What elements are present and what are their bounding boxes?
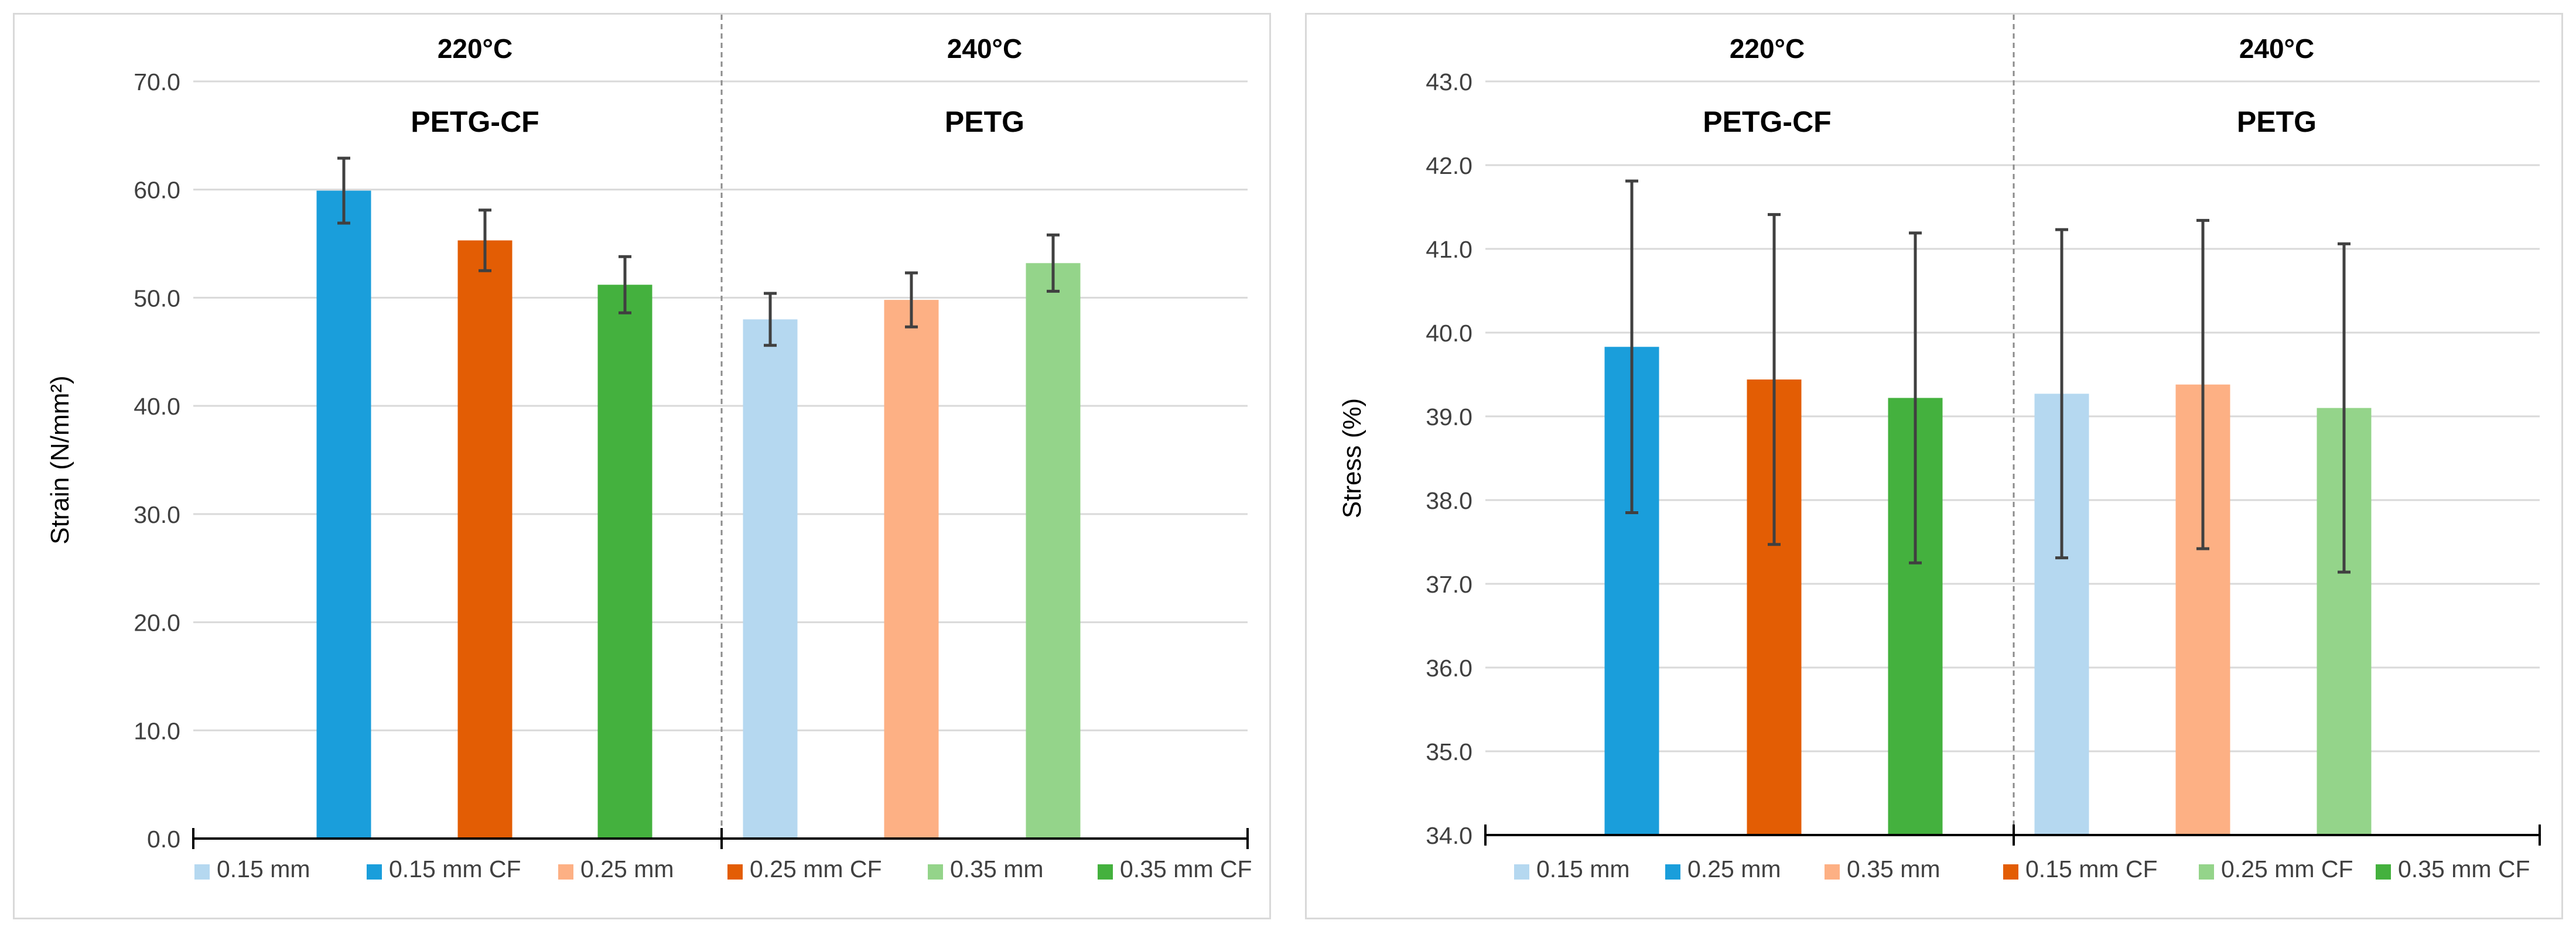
legend-swatch <box>2376 864 2391 880</box>
y-tick-label: 60.0 <box>134 177 180 204</box>
bar <box>457 240 513 839</box>
legend-swatch <box>928 864 943 880</box>
bar <box>1026 263 1081 839</box>
legend-item: 0.25 mm <box>1665 856 1781 882</box>
group-material-label: PETG <box>2237 105 2317 138</box>
legend-label: 0.25 mm CF <box>750 856 882 882</box>
error-bar <box>337 156 350 225</box>
legend-label: 0.15 mm <box>1536 856 1630 882</box>
y-tick-label: 40.0 <box>1426 320 1473 347</box>
error-bar <box>2338 242 2350 574</box>
legend-label: 0.25 mm <box>1687 856 1781 882</box>
legend-swatch <box>2199 864 2214 880</box>
legend-swatch <box>1665 864 1680 880</box>
bar <box>884 300 939 839</box>
y-tick-label: 43.0 <box>1426 69 1473 95</box>
group-material-label: PETG <box>945 105 1024 138</box>
bar <box>743 319 798 839</box>
y-tick-label: 38.0 <box>1426 487 1473 514</box>
bar <box>597 285 652 839</box>
error-bar <box>764 292 777 347</box>
y-axis-label: Stress (%) <box>1338 398 1366 518</box>
y-tick-label: 34.0 <box>1426 822 1473 849</box>
legend-item: 0.15 mm CF <box>367 856 521 882</box>
strain-chart: 0.0 10.0 20.0 30.0 40.0 50.0 60.0 70.0 Strain (N… <box>46 15 1252 882</box>
legend-label: 0.35 mm CF <box>1120 856 1252 882</box>
legend-item: 0.15 mm CF <box>2003 856 2158 882</box>
y-tick-label: 39.0 <box>1426 403 1473 430</box>
stress-chart-panel: 34.0 35.0 36.0 37.0 38.0 39.0 40.0 41.0 42.0 43.0… <box>1305 13 2563 919</box>
legend-label: 0.35 mm CF <box>2398 856 2530 882</box>
legend-item: 0.35 mm <box>928 856 1044 882</box>
error-bar <box>1909 231 1922 564</box>
error-bar <box>2055 228 2068 560</box>
error-bar <box>1047 233 1060 293</box>
group-temperature-label: 220°C <box>1730 33 1805 64</box>
legend-label: 0.35 mm <box>950 856 1044 882</box>
legend-swatch <box>1514 864 1529 880</box>
legend-label: 0.15 mm CF <box>389 856 521 882</box>
legend-label: 0.25 mm <box>580 856 674 882</box>
y-tick-label: 0.0 <box>147 826 180 853</box>
legend-label: 0.25 mm CF <box>2221 856 2353 882</box>
stress-chart: 34.0 35.0 36.0 37.0 38.0 39.0 40.0 41.0 42.0 43.0… <box>1338 15 2541 882</box>
legend-item: 0.15 mm <box>1514 856 1630 882</box>
group-temperature-label: 240°C <box>947 33 1022 64</box>
error-bar <box>2196 218 2209 550</box>
legend-label: 0.15 mm <box>217 856 310 882</box>
legend-item: 0.35 mm CF <box>1098 856 1252 882</box>
legend-swatch <box>558 864 573 880</box>
legend-item: 0.35 mm CF <box>2376 856 2530 882</box>
y-tick-label: 30.0 <box>134 501 180 528</box>
group-temperature-label: 220°C <box>438 33 513 64</box>
y-tick-label: 20.0 <box>134 610 180 637</box>
error-bar <box>905 271 918 329</box>
group-material-label: PETG-CF <box>1703 105 1831 138</box>
strain-chart-panel: 0.0 10.0 20.0 30.0 40.0 50.0 60.0 70.0 Strain (N… <box>13 13 1271 919</box>
y-tick-label: 70.0 <box>134 69 180 95</box>
legend-swatch <box>1825 864 1840 880</box>
error-bar <box>1625 179 1638 514</box>
legend-item: 0.25 mm <box>558 856 674 882</box>
y-tick-label: 37.0 <box>1426 571 1473 598</box>
error-bar <box>479 208 491 272</box>
legend-swatch <box>367 864 382 880</box>
legend-swatch <box>727 864 743 880</box>
bar <box>316 190 371 839</box>
y-tick-label: 36.0 <box>1426 655 1473 682</box>
legend-swatch <box>194 864 210 880</box>
error-bar <box>1768 213 1781 546</box>
group-temperature-label: 240°C <box>2239 33 2314 64</box>
y-tick-label: 41.0 <box>1426 236 1473 263</box>
legend-swatch <box>1098 864 1113 880</box>
y-tick-label: 42.0 <box>1426 152 1473 179</box>
group-material-label: PETG-CF <box>411 105 539 138</box>
legend-swatch <box>2003 864 2018 880</box>
legend-item: 0.35 mm <box>1825 856 1940 882</box>
y-tick-label: 10.0 <box>134 717 180 744</box>
legend-label: 0.15 mm CF <box>2025 856 2158 882</box>
y-tick-label: 40.0 <box>134 393 180 420</box>
error-bar <box>619 255 631 314</box>
y-tick-label: 50.0 <box>134 285 180 312</box>
legend-item: 0.25 mm CF <box>727 856 882 882</box>
y-axis-label: Strain (N/mm²) <box>46 375 74 544</box>
legend-label: 0.35 mm <box>1847 856 1940 882</box>
legend-item: 0.15 mm <box>194 856 310 882</box>
legend-item: 0.25 mm CF <box>2199 856 2353 882</box>
y-tick-label: 35.0 <box>1426 738 1473 765</box>
